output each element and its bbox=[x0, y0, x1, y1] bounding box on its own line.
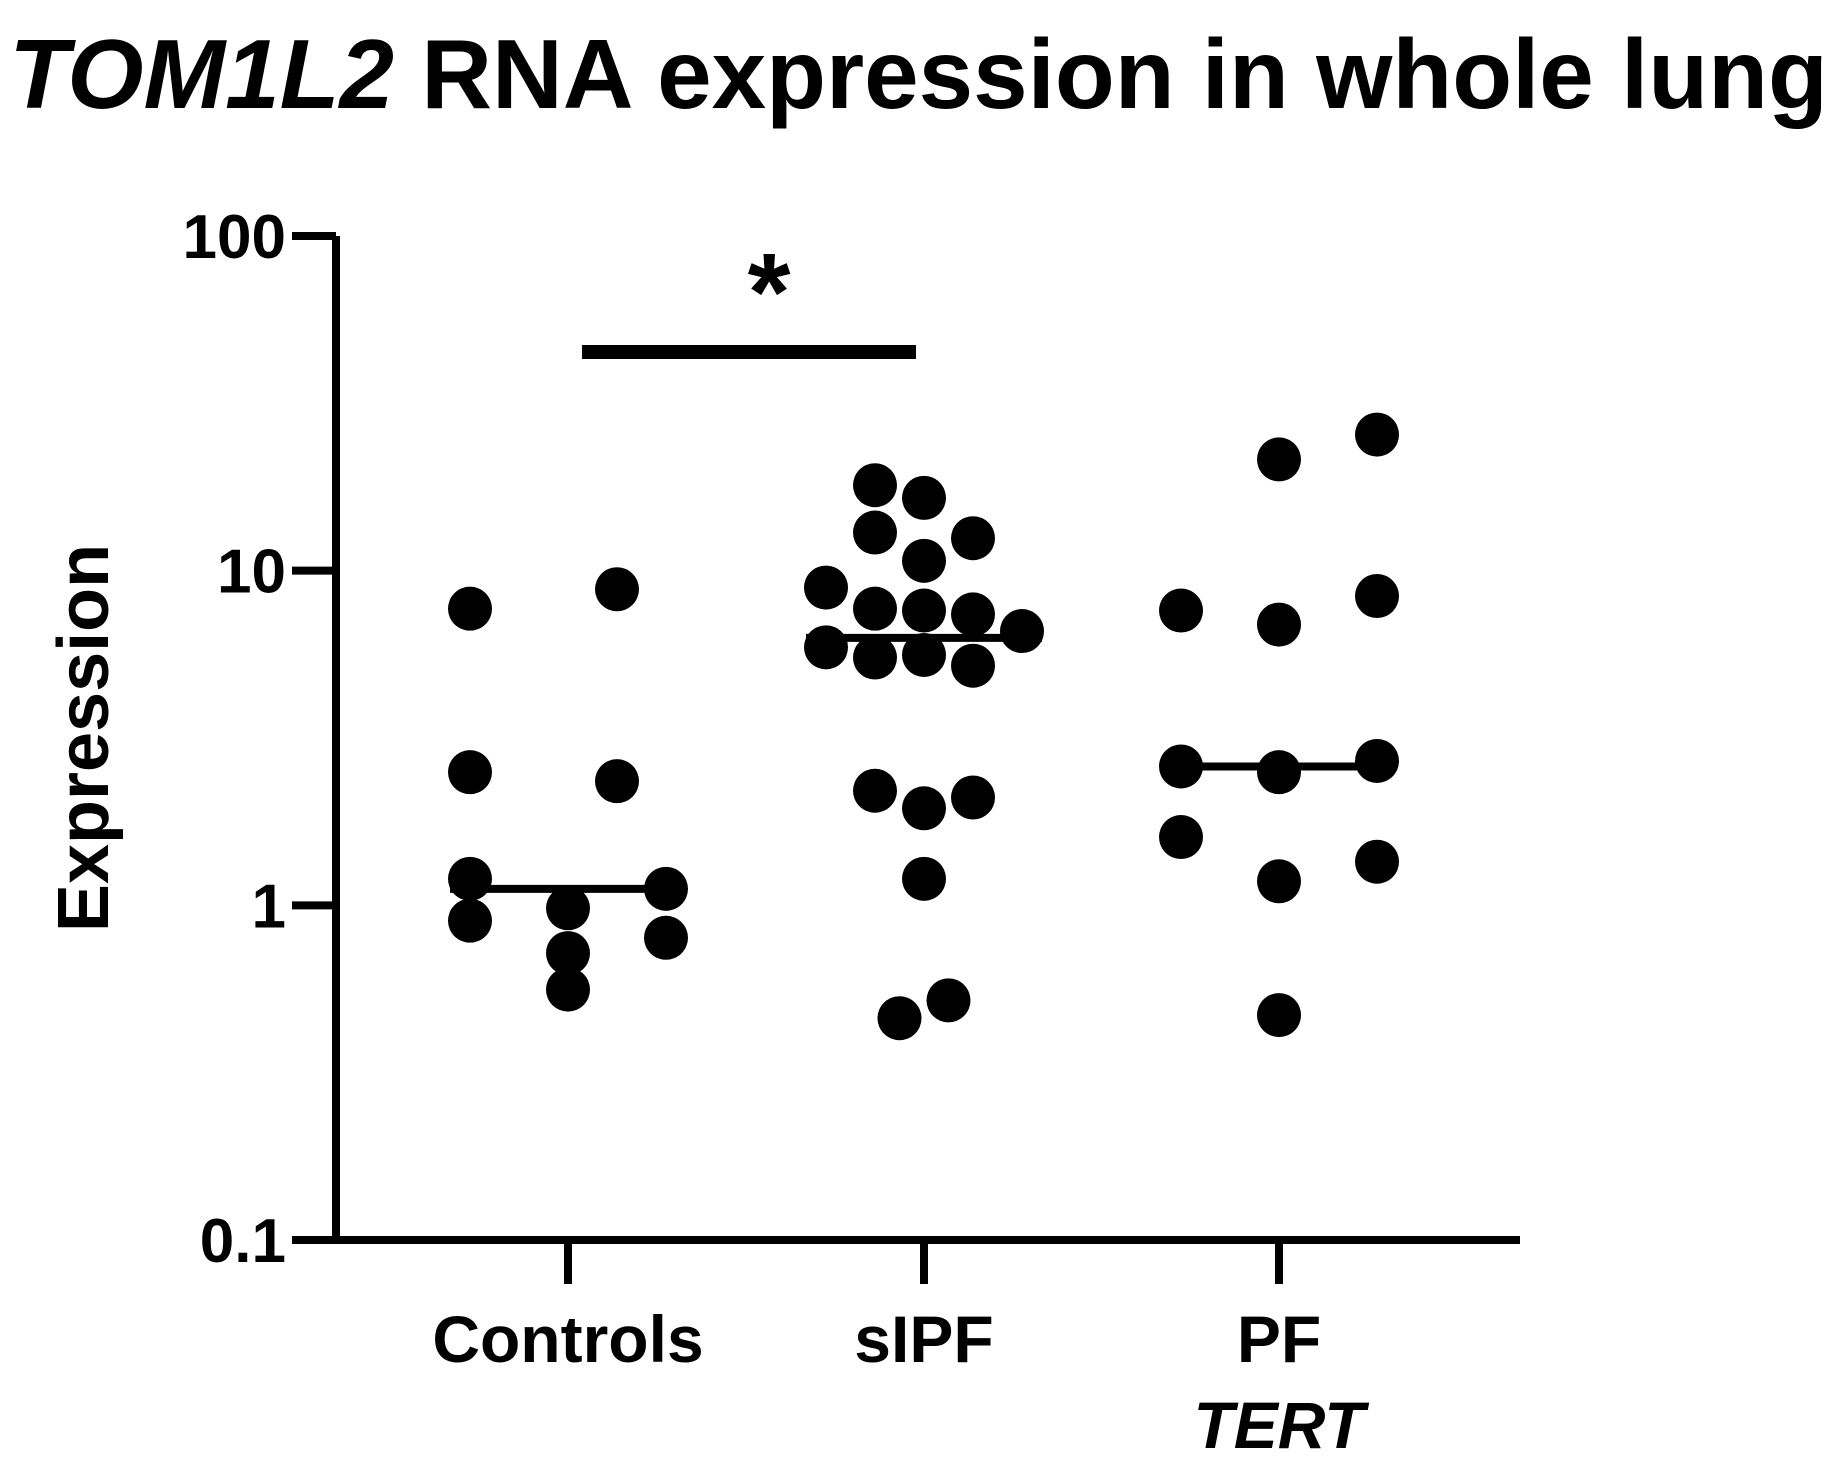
data-point bbox=[448, 856, 492, 901]
y-tick-label: 10 bbox=[217, 538, 286, 607]
y-tick-label: 100 bbox=[183, 203, 286, 272]
data-point bbox=[853, 768, 897, 813]
data-point bbox=[1159, 588, 1203, 633]
data-point bbox=[1000, 609, 1044, 654]
data-point bbox=[448, 898, 492, 943]
data-point bbox=[1355, 738, 1399, 783]
data-point bbox=[1257, 859, 1301, 904]
data-point bbox=[1355, 839, 1399, 884]
data-point bbox=[595, 567, 639, 612]
data-point bbox=[804, 625, 848, 670]
data-point bbox=[1257, 993, 1301, 1038]
x-tick-sublabel: TERT bbox=[1193, 1388, 1369, 1462]
data-point bbox=[546, 886, 590, 931]
x-tick-label: PF bbox=[1237, 1302, 1321, 1376]
axes: 0.1 1 10 100 Expression Controls sIPF PF TERT bbox=[44, 203, 1520, 1462]
chart-title: TOM1L2 RNA expression in whole lung bbox=[0, 18, 1837, 131]
y-tick-label: 0.1 bbox=[200, 1207, 286, 1276]
data-point bbox=[448, 586, 492, 631]
data-point bbox=[1257, 437, 1301, 482]
data-point bbox=[448, 750, 492, 795]
data-point bbox=[902, 475, 946, 520]
data-point bbox=[902, 538, 946, 583]
data-point bbox=[902, 856, 946, 901]
data-point bbox=[853, 463, 897, 508]
data-point bbox=[902, 786, 946, 831]
x-tick-label: Controls bbox=[432, 1302, 703, 1376]
data-point bbox=[877, 996, 922, 1041]
data-point bbox=[546, 931, 590, 976]
data-point bbox=[644, 915, 688, 960]
data-marks bbox=[448, 412, 1399, 1041]
data-point bbox=[804, 565, 848, 610]
data-point bbox=[853, 510, 897, 555]
data-point bbox=[951, 516, 995, 561]
y-tick-label: 1 bbox=[252, 872, 286, 941]
significance-label: * bbox=[748, 231, 791, 354]
data-point bbox=[926, 978, 971, 1023]
chart-title-gene: TOM1L2 bbox=[9, 19, 394, 129]
annotations: * bbox=[582, 231, 916, 360]
data-point bbox=[1355, 412, 1399, 457]
data-point bbox=[595, 759, 639, 804]
data-point bbox=[951, 643, 995, 688]
data-point bbox=[951, 592, 995, 637]
data-point bbox=[1355, 574, 1399, 619]
data-point bbox=[546, 967, 590, 1012]
data-point bbox=[902, 632, 946, 677]
data-point bbox=[951, 775, 995, 820]
data-point bbox=[902, 588, 946, 633]
data-point bbox=[1159, 815, 1203, 860]
data-point bbox=[853, 635, 897, 680]
x-tick-label: sIPF bbox=[854, 1302, 993, 1376]
data-point bbox=[1257, 750, 1301, 795]
data-point bbox=[853, 586, 897, 631]
y-axis-label: Expression bbox=[44, 544, 124, 932]
chart-title-rest: RNA expression in whole lung bbox=[393, 19, 1828, 129]
data-point bbox=[1257, 602, 1301, 647]
